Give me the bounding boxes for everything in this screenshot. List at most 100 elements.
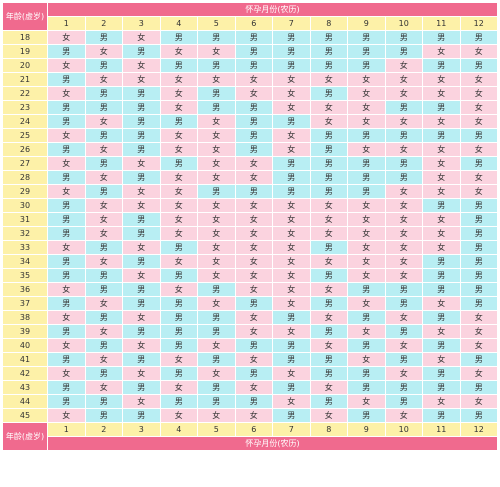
gender-cell: 男 <box>459 268 498 283</box>
table-row: 42 女男女男女男女男男女男女 <box>2 366 498 381</box>
age-label: 45 <box>2 408 48 423</box>
gender-cell: 女 <box>47 338 86 353</box>
age-label: 28 <box>2 170 48 185</box>
gender-cell: 女 <box>309 310 348 325</box>
gender-cell: 男 <box>272 114 311 129</box>
gender-cell: 男 <box>384 352 423 367</box>
gender-cell: 男 <box>84 240 123 255</box>
gender-cell: 女 <box>459 324 498 339</box>
gender-cell: 女 <box>159 254 198 269</box>
gender-cell: 女 <box>47 310 86 325</box>
gender-cell: 女 <box>234 268 273 283</box>
age-label: 19 <box>2 44 48 59</box>
gender-cell: 女 <box>47 240 86 255</box>
gender-cell: 男 <box>84 282 123 297</box>
table-row: 22 女男男女男女女男女女女女 <box>2 86 498 101</box>
gender-cell: 女 <box>47 30 86 45</box>
gender-cell: 女 <box>309 114 348 129</box>
gender-cell: 男 <box>122 86 161 101</box>
gender-cell: 女 <box>197 114 236 129</box>
gender-cell: 女 <box>347 212 386 227</box>
table-row: 年龄(虚岁) 1 2 3 4 5 6 7 8 9 10 11 12 <box>2 422 498 451</box>
gender-cell: 男 <box>122 282 161 297</box>
gender-cell: 女 <box>272 282 311 297</box>
gender-cell: 女 <box>272 212 311 227</box>
gender-cell: 男 <box>197 184 236 199</box>
gender-cell: 女 <box>159 352 198 367</box>
gender-cell: 女 <box>384 114 423 129</box>
gender-cell: 男 <box>84 30 123 45</box>
gender-cell: 男 <box>422 128 461 143</box>
gender-cell: 女 <box>422 352 461 367</box>
gender-cell: 女 <box>122 310 161 325</box>
gender-cell: 男 <box>159 240 198 255</box>
gender-cell: 男 <box>347 380 386 395</box>
table-row: 年龄(虚岁) 怀孕月份(农历) <box>2 2 498 31</box>
gender-cell: 女 <box>422 86 461 101</box>
gender-cell: 女 <box>272 268 311 283</box>
gender-cell: 女 <box>84 114 123 129</box>
gender-cell: 男 <box>384 394 423 409</box>
gender-cell: 男 <box>234 184 273 199</box>
gender-cell: 男 <box>347 128 386 143</box>
gender-cell: 男 <box>234 394 273 409</box>
gender-cell: 女 <box>197 44 236 59</box>
gender-cell: 男 <box>159 114 198 129</box>
age-label: 23 <box>2 100 48 115</box>
age-label: 21 <box>2 72 48 87</box>
gender-cell: 男 <box>47 212 86 227</box>
table-row: 44 男男女男男男女男女男女女 <box>2 394 498 409</box>
gender-cell: 女 <box>272 240 311 255</box>
gender-cell: 女 <box>347 198 386 213</box>
gender-cell: 男 <box>272 408 311 423</box>
gender-cell: 女 <box>197 212 236 227</box>
gender-cell: 女 <box>384 184 423 199</box>
age-label: 22 <box>2 86 48 101</box>
month-label: 10 <box>384 16 423 31</box>
gender-cell: 男 <box>347 58 386 73</box>
gender-cell: 男 <box>234 44 273 59</box>
gender-cell: 男 <box>347 156 386 171</box>
gender-cell: 女 <box>197 128 236 143</box>
gender-cell: 男 <box>459 30 498 45</box>
header-title: 怀孕月份(农历) <box>47 2 498 17</box>
table-row: 怀孕月份(农历) <box>3 436 498 451</box>
gender-cell: 男 <box>459 352 498 367</box>
gender-cell: 男 <box>84 394 123 409</box>
gender-cell: 男 <box>122 254 161 269</box>
gender-cell: 男 <box>422 380 461 395</box>
gender-cell: 女 <box>122 268 161 283</box>
gender-cell: 女 <box>384 268 423 283</box>
gender-cell: 女 <box>384 142 423 157</box>
gender-cell: 男 <box>384 380 423 395</box>
age-label: 30 <box>2 198 48 213</box>
gender-cell: 女 <box>159 380 198 395</box>
gender-cell: 女 <box>159 72 198 87</box>
gender-cell: 男 <box>459 408 498 423</box>
month-label: 1 <box>47 422 86 437</box>
gender-cell: 男 <box>159 394 198 409</box>
month-label: 10 <box>384 422 423 437</box>
gender-cell: 女 <box>422 156 461 171</box>
gender-cell: 女 <box>459 100 498 115</box>
gender-cell: 女 <box>47 408 86 423</box>
gender-cell: 女 <box>84 170 123 185</box>
gender-cell: 男 <box>47 268 86 283</box>
gender-cell: 男 <box>422 282 461 297</box>
month-label: 12 <box>459 16 498 31</box>
table-row: 40 女男女男女男男女男女男女 <box>2 338 498 353</box>
month-label: 11 <box>422 16 461 31</box>
gender-cell: 男 <box>47 324 86 339</box>
gender-cell: 男 <box>159 366 198 381</box>
gender-cell: 男 <box>422 268 461 283</box>
gender-cell: 女 <box>47 128 86 143</box>
gender-cell: 女 <box>309 100 348 115</box>
gender-cell: 女 <box>84 352 123 367</box>
gender-cell: 女 <box>122 240 161 255</box>
gender-cell: 女 <box>459 86 498 101</box>
age-label: 27 <box>2 156 48 171</box>
gender-cell: 女 <box>234 310 273 325</box>
table-row: 21 男女女女女女女女女女女女 <box>2 72 498 87</box>
gender-cell: 女 <box>197 366 236 381</box>
gender-table: 年龄(虚岁) 怀孕月份(农历) 1 2 3 4 5 6 7 8 9 10 11 12 18 女男女男男男男男男… <box>2 2 498 451</box>
